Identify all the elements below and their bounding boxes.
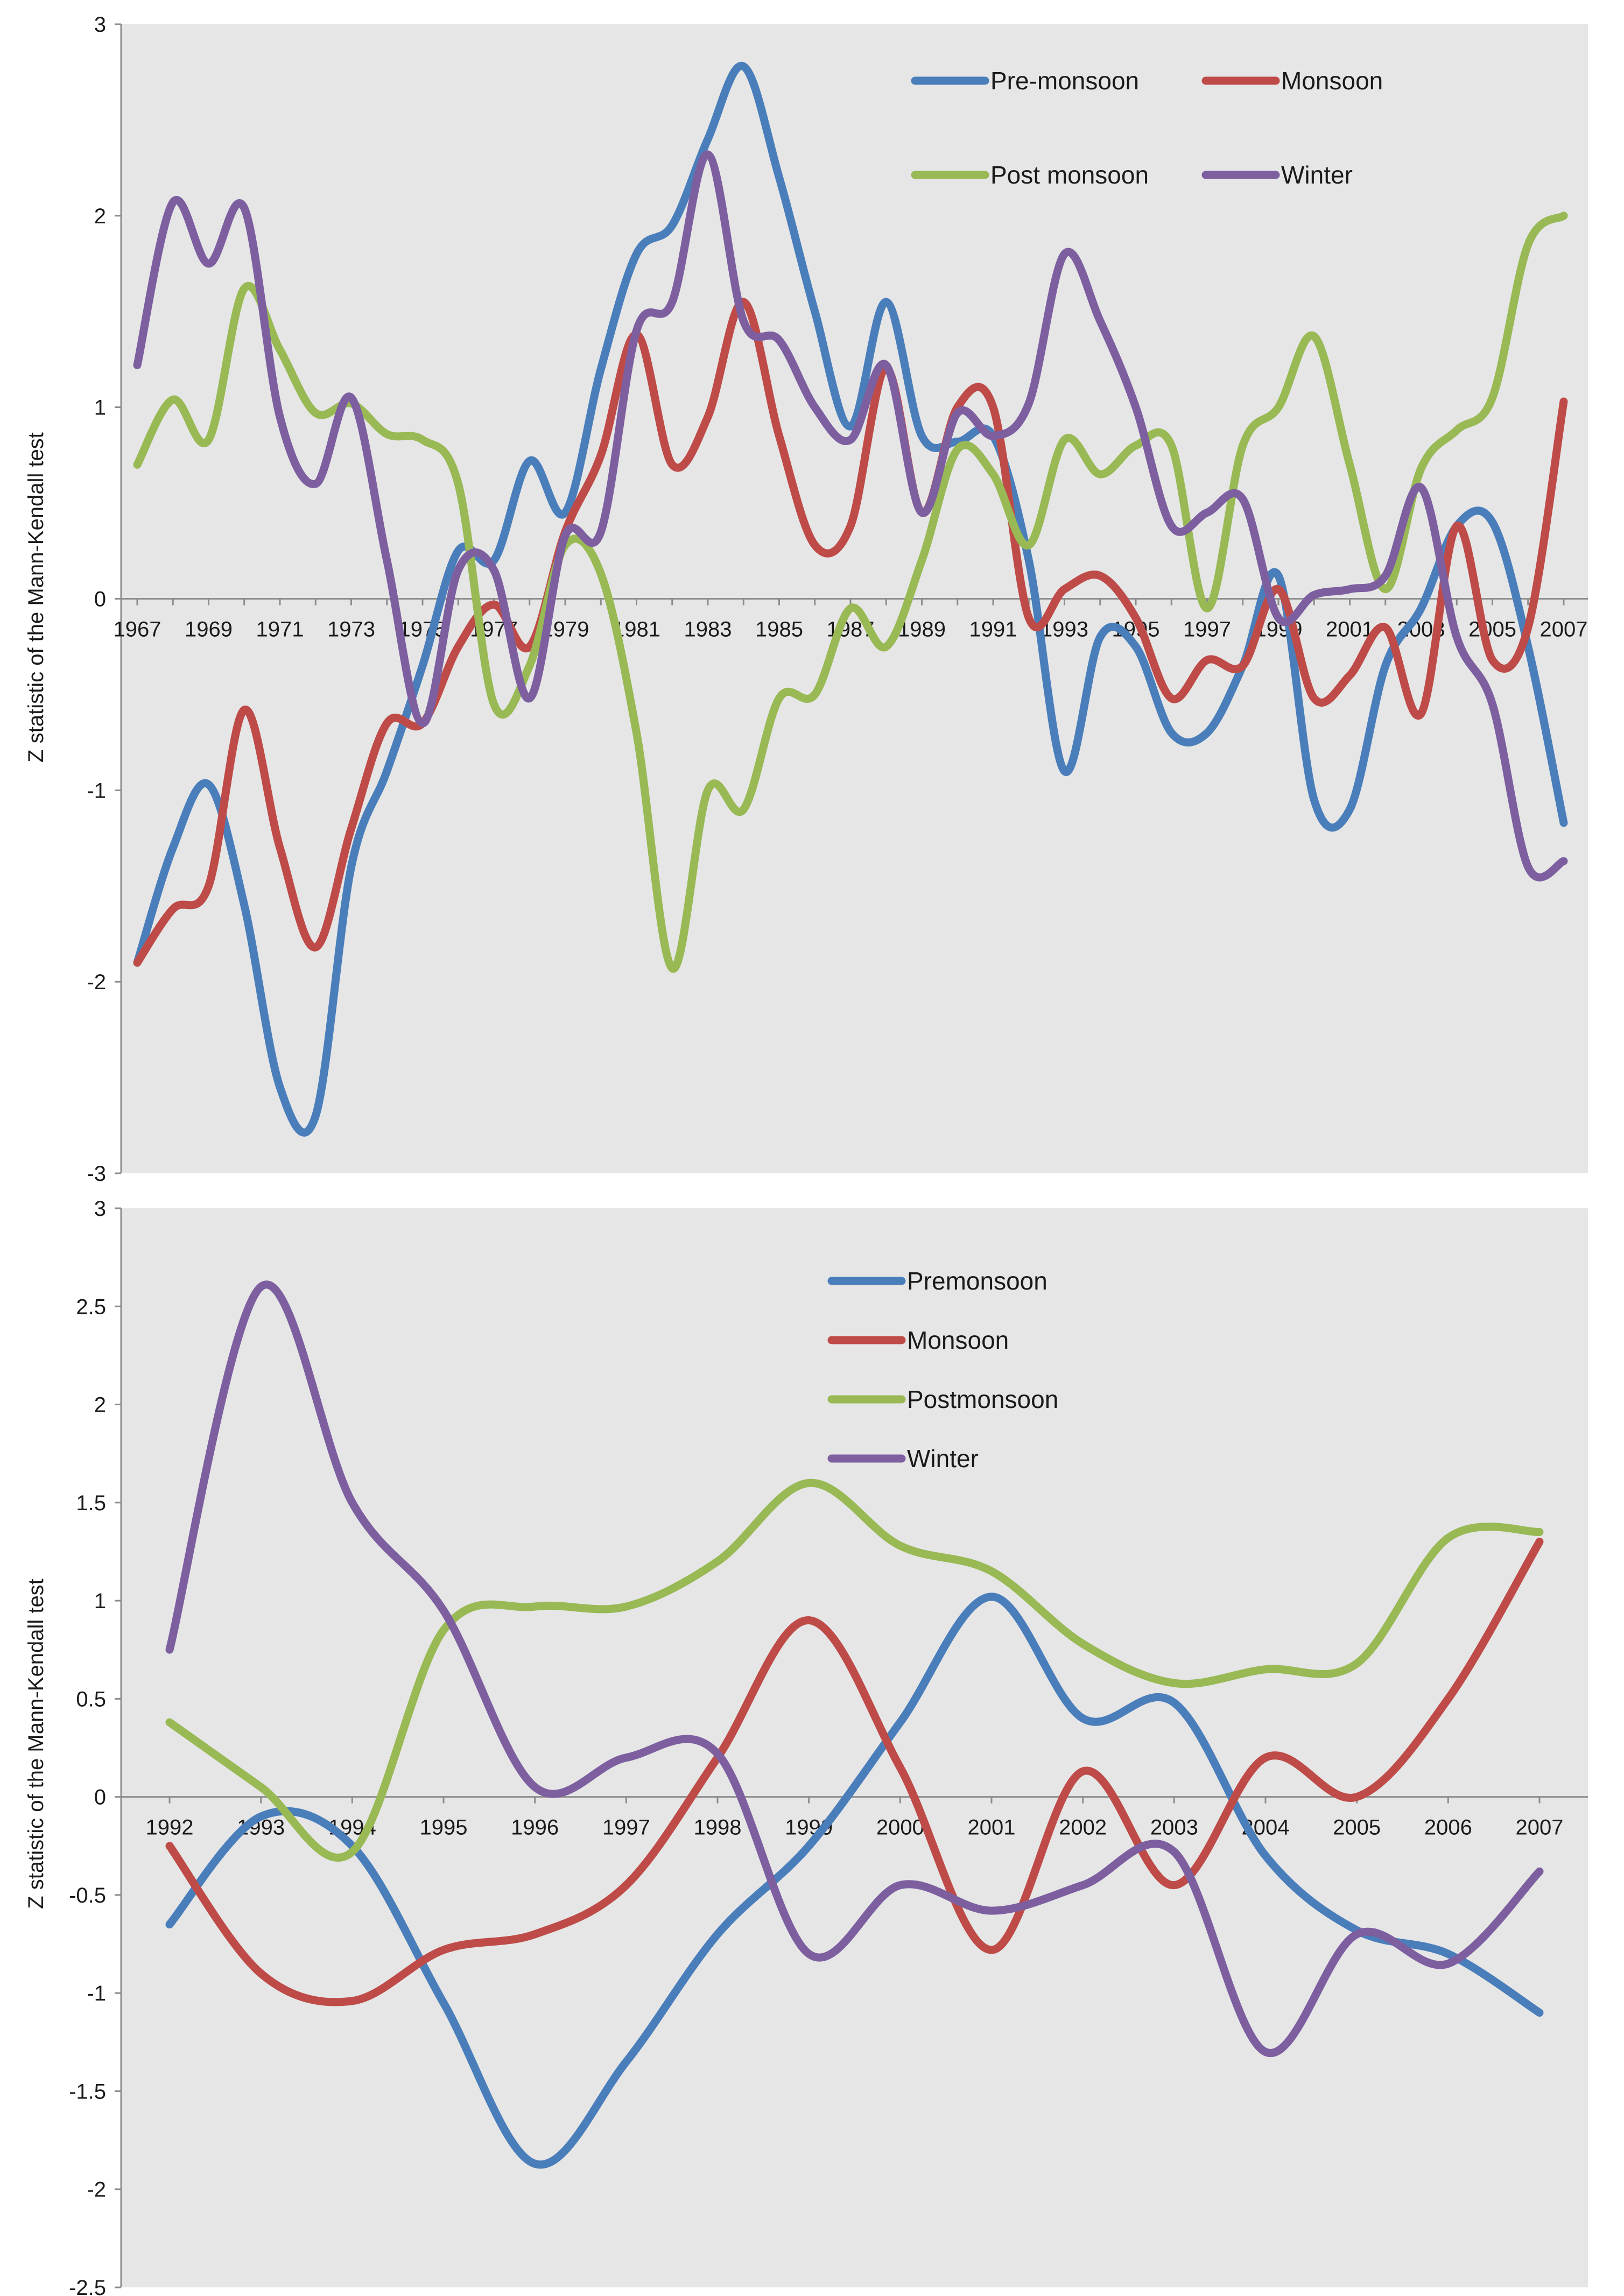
- series-line-post-monsoon: [133, 212, 1568, 973]
- legend-item-monsoon: Monsoon: [827, 1326, 1009, 1354]
- x-tick-label: 1973: [327, 618, 375, 642]
- legend-item-pre-monsoon: Pre-monsoon: [911, 67, 1139, 95]
- series-line-monsoon: [165, 1538, 1544, 2006]
- y-tick-label: 2: [94, 205, 106, 228]
- x-tick-label: 2002: [1059, 1816, 1107, 1840]
- x-tick-label: 1967: [114, 618, 161, 642]
- y-tick-label: 1: [94, 396, 106, 420]
- y-tick-label: 0: [94, 588, 106, 611]
- y-tick-label: 3: [94, 13, 106, 37]
- y-tick-label: -1: [87, 1982, 106, 2005]
- legend-label: Monsoon: [1281, 67, 1383, 95]
- legend-label: Winter: [1281, 161, 1353, 189]
- y-axis-title: Z statistic of the Mann-Kendall test: [24, 1579, 48, 1909]
- legend-label: Monsoon: [907, 1326, 1009, 1354]
- x-tick-label: 1996: [511, 1816, 559, 1840]
- x-tick-label: 2001: [968, 1816, 1016, 1840]
- y-tick-label: -2: [87, 2178, 106, 2202]
- legend: Premonsoon Monsoon Postmonsoon Winter: [827, 1267, 1058, 1473]
- y-tick-label: 1.5: [76, 1491, 106, 1515]
- series-line-postmonsoon: [165, 1478, 1544, 1862]
- y-tick-label: -2: [87, 970, 106, 994]
- series-line-winter: [165, 1280, 1544, 2057]
- x-tick-label: 2005: [1333, 1816, 1381, 1840]
- legend-item-winter: Winter: [827, 1445, 979, 1473]
- legend-label: Postmonsoon: [907, 1385, 1058, 1413]
- legend-item-winter: Winter: [1201, 161, 1353, 189]
- legend-item-premonsoon: Premonsoon: [827, 1267, 1047, 1295]
- y-tick-label: 3: [94, 1197, 106, 1221]
- x-tick-label: 1989: [898, 618, 946, 642]
- y-tick-label: 2: [94, 1393, 106, 1417]
- x-tick-label: 1997: [602, 1816, 650, 1840]
- legend-label: Post monsoon: [990, 161, 1149, 189]
- y-axis-title: Z statistic of the Mann-Kendall test: [24, 432, 48, 763]
- legend-item-post-monsoon: Post monsoon: [911, 161, 1149, 189]
- x-tick-label: 1983: [684, 618, 732, 642]
- x-tick-label: 1975: [399, 618, 447, 642]
- y-tick-label: 0.5: [76, 1687, 106, 1711]
- y-tick-label: -1: [87, 779, 106, 802]
- x-tick-label: 1995: [420, 1816, 468, 1840]
- plot-area: [121, 1208, 1588, 2287]
- legend-item-monsoon: Monsoon: [1201, 67, 1383, 95]
- series-line-pre-monsoon: [133, 62, 1568, 1137]
- y-tick-label: 2.5: [76, 1295, 106, 1319]
- series-line-premonsoon: [165, 1593, 1544, 2169]
- y-tick-label: 1: [94, 1589, 106, 1613]
- x-tick-label: 2007: [1540, 618, 1588, 642]
- x-tick-label: 2006: [1424, 1816, 1472, 1840]
- series-line-monsoon: [133, 298, 1568, 967]
- y-tick-label: -2.5: [69, 2276, 106, 2296]
- series-line-winter: [133, 150, 1568, 882]
- y-tick-label: -3: [87, 1162, 106, 1186]
- x-tick-label: 1997: [1183, 618, 1231, 642]
- legend-label: Pre-monsoon: [990, 67, 1139, 95]
- x-tick-label: 2000: [876, 1816, 924, 1840]
- x-tick-label: 1992: [146, 1816, 194, 1840]
- x-tick-label: 1998: [694, 1816, 742, 1840]
- x-tick-label: 1971: [256, 618, 304, 642]
- legend-label: Premonsoon: [907, 1267, 1047, 1295]
- x-tick-label: 1985: [755, 618, 803, 642]
- y-tick-label: -1.5: [69, 2080, 106, 2103]
- legend-item-postmonsoon: Postmonsoon: [827, 1385, 1058, 1413]
- x-tick-label: 2007: [1516, 1816, 1564, 1840]
- y-tick-label: -0.5: [69, 1884, 106, 1907]
- x-tick-label: 2001: [1326, 618, 1374, 642]
- x-tick-label: 1969: [185, 618, 233, 642]
- legend: Pre-monsoon Monsoon Post monsoon Winter: [911, 67, 1383, 189]
- x-tick-label: 1991: [969, 618, 1017, 642]
- x-tick-label: 2005: [1468, 618, 1516, 642]
- x-tick-label: 2003: [1150, 1816, 1198, 1840]
- legend-label: Winter: [907, 1445, 979, 1473]
- y-tick-label: 0: [94, 1786, 106, 1809]
